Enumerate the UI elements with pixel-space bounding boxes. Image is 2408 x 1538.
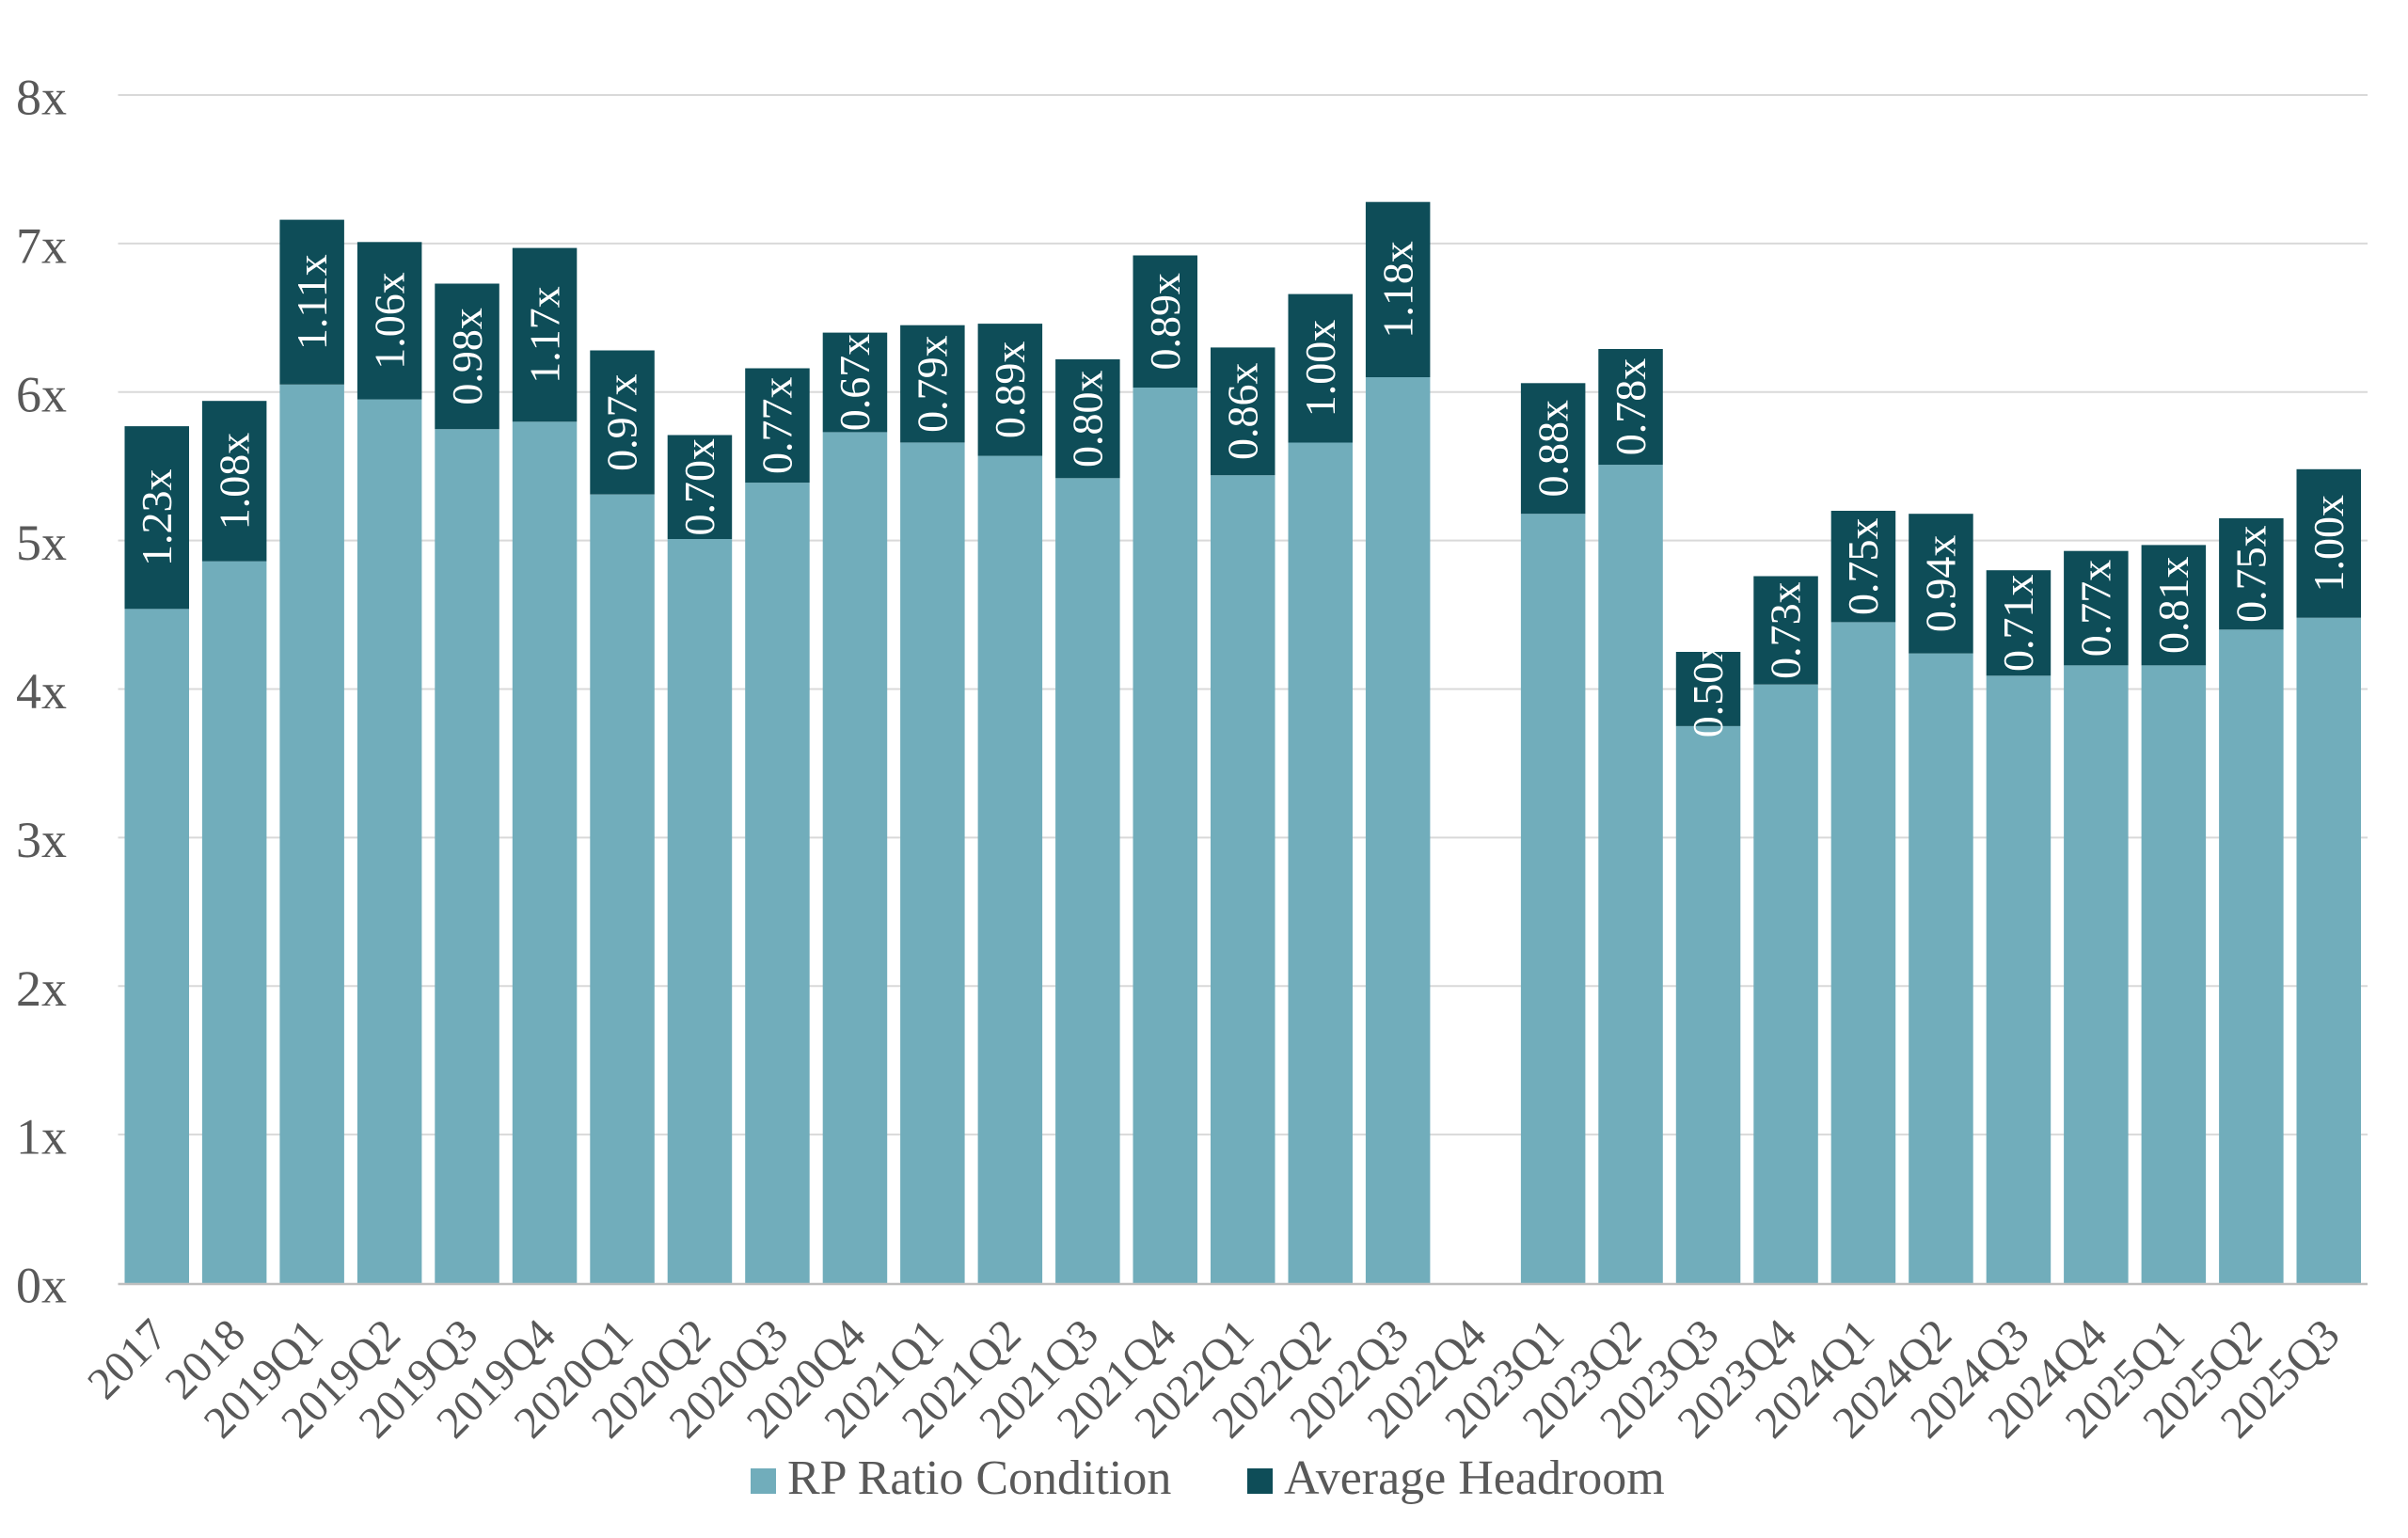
svg-text:1.00x: 1.00x (2305, 495, 2353, 593)
svg-text:0.86x: 0.86x (1218, 363, 1266, 461)
svg-text:0.67x: 0.67x (831, 334, 879, 432)
svg-text:1.00x: 1.00x (1296, 320, 1344, 418)
svg-text:1x: 1x (16, 1109, 67, 1165)
svg-text:0.88x: 0.88x (1529, 400, 1576, 498)
svg-text:6x: 6x (16, 366, 67, 422)
svg-text:5x: 5x (16, 515, 67, 571)
svg-text:0.80x: 0.80x (1063, 370, 1111, 468)
svg-text:0.71x: 0.71x (1994, 574, 2042, 672)
svg-text:0.50x: 0.50x (1684, 641, 1732, 738)
svg-text:1.08x: 1.08x (210, 433, 258, 531)
svg-text:0.70x: 0.70x (675, 438, 723, 536)
svg-text:7x: 7x (16, 218, 67, 275)
svg-text:0.77x: 0.77x (2072, 560, 2120, 658)
svg-text:0.79x: 0.79x (909, 335, 957, 433)
svg-text:0.78x: 0.78x (1607, 358, 1655, 456)
svg-text:0.89x: 0.89x (1141, 273, 1189, 371)
svg-text:1.17x: 1.17x (520, 286, 568, 384)
svg-text:0x: 0x (16, 1258, 67, 1314)
svg-text:0.89x: 0.89x (986, 341, 1034, 439)
svg-text:1.18x: 1.18x (1373, 241, 1421, 339)
svg-text:0.94x: 0.94x (1917, 535, 1965, 633)
svg-text:0.97x: 0.97x (598, 373, 646, 471)
svg-text:Average Headroom: Average Headroom (1284, 1451, 1665, 1505)
svg-text:1.06x: 1.06x (365, 272, 413, 370)
svg-text:0.75x: 0.75x (2226, 525, 2274, 623)
svg-text:0.77x: 0.77x (753, 377, 801, 475)
svg-text:1.23x: 1.23x (133, 468, 181, 566)
svg-text:0.73x: 0.73x (1762, 581, 1810, 679)
svg-text:2x: 2x (16, 960, 67, 1017)
svg-text:0.98x: 0.98x (443, 308, 491, 405)
svg-text:1.11x: 1.11x (288, 254, 336, 350)
svg-text:RP Ratio Condition: RP Ratio Condition (787, 1451, 1171, 1505)
svg-text:8x: 8x (16, 70, 67, 126)
svg-text:4x: 4x (16, 663, 67, 720)
svg-text:3x: 3x (16, 812, 67, 868)
svg-text:0.75x: 0.75x (1839, 518, 1887, 616)
svg-text:0.81x: 0.81x (2149, 557, 2197, 655)
